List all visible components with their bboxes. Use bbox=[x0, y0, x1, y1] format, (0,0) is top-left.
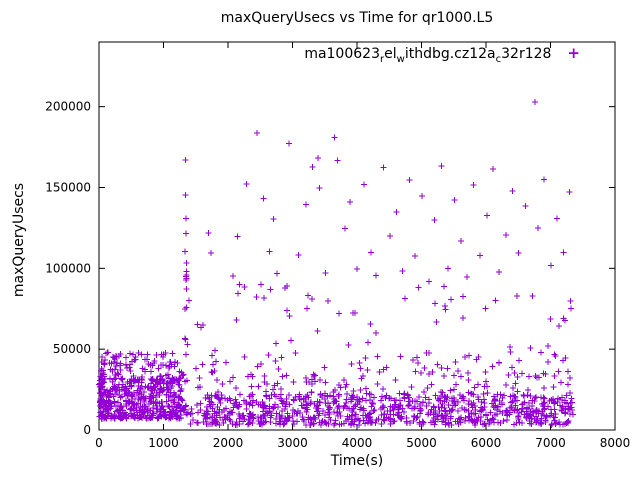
legend-plus-marker: + bbox=[567, 44, 580, 62]
data-points bbox=[96, 99, 576, 428]
chart-title: maxQueryUsecs vs Time for qr1000.L5 bbox=[220, 10, 494, 26]
y-tick-label: 50000 bbox=[53, 342, 91, 356]
legend-text-segment: el bbox=[384, 46, 397, 62]
x-axis-label: Time(s) bbox=[330, 453, 384, 469]
x-tick-label: 8000 bbox=[600, 436, 631, 450]
x-tick-label: 6000 bbox=[471, 436, 502, 450]
legend: ma100623relwithdbg.cz12ac32r128 + bbox=[304, 46, 580, 65]
x-tick-label: 2000 bbox=[213, 436, 244, 450]
x-tick-label: 3000 bbox=[277, 436, 308, 450]
x-tick-label: 0 bbox=[95, 436, 103, 450]
x-tick-label: 1000 bbox=[148, 436, 179, 450]
y-tick-label: 0 bbox=[83, 423, 91, 437]
y-tick-label: 200000 bbox=[45, 100, 91, 114]
legend-series-label: ma100623relwithdbg.cz12ac32r128 bbox=[304, 46, 551, 65]
legend-subscript: r bbox=[379, 53, 385, 65]
x-tick-label: 7000 bbox=[535, 436, 566, 450]
legend-text-segment: 32r128 bbox=[501, 46, 552, 62]
x-tick-label: 5000 bbox=[406, 436, 437, 450]
y-tick-label: 150000 bbox=[45, 181, 91, 195]
x-tick-label: 4000 bbox=[342, 436, 373, 450]
legend-text-segment: ithdbg.cz12a bbox=[404, 46, 496, 62]
legend-text-segment: ma100623 bbox=[304, 46, 380, 62]
legend-subscript: w bbox=[396, 53, 405, 65]
plot-border bbox=[98, 41, 616, 431]
y-axis-label: maxQueryUsecs bbox=[11, 182, 27, 298]
legend-subscript: c bbox=[495, 53, 502, 65]
y-tick-label: 100000 bbox=[45, 261, 91, 275]
